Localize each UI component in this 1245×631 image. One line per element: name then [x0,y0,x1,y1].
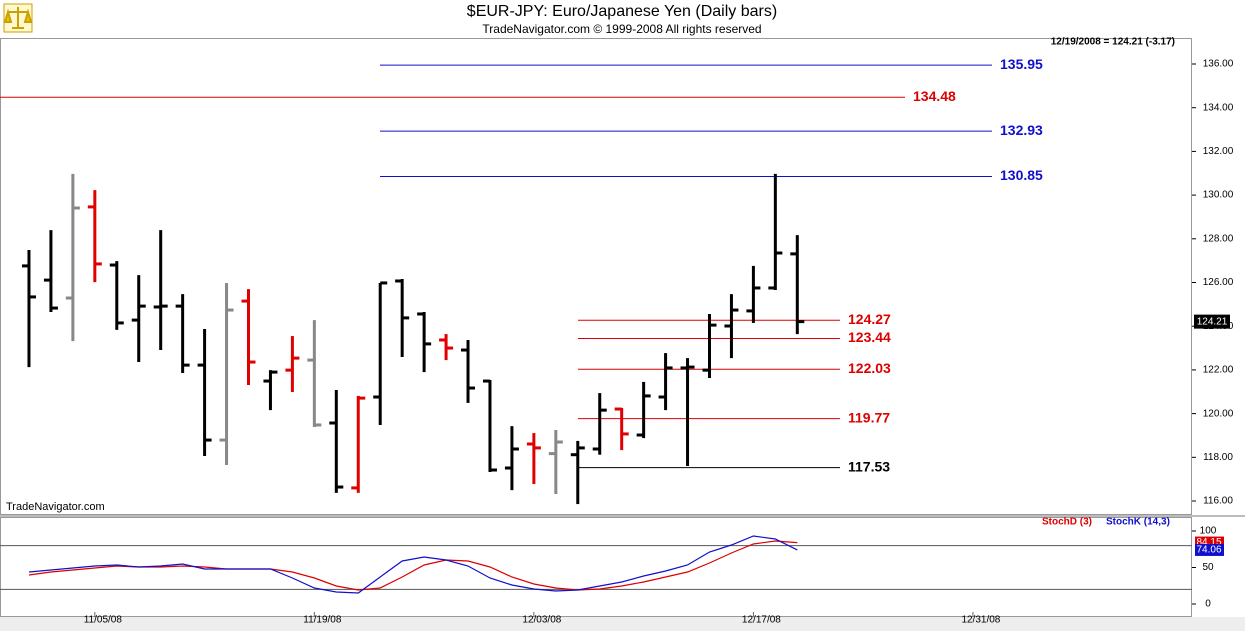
x-tick-label: 11/05/08 [84,615,123,626]
y-tick-label: 100 [1200,526,1217,537]
level-label: 132.93 [1000,122,1043,138]
level-label: 124.27 [848,311,891,327]
legend-item: StochD (3) [1042,517,1092,528]
value-box-label: 74.06 [1196,545,1221,556]
x-tick-label: 12/31/08 [961,615,1000,626]
y-tick-label: 0 [1205,599,1211,610]
date-axis [0,617,1245,631]
chart-subtitle: TradeNavigator.com © 1999-2008 All right… [482,22,761,36]
header-note: 12/19/2008 = 124.21 (-3.17) [1051,37,1175,48]
value-box-label: 84.15 [1196,537,1221,548]
legend-item: StochK (14,3) [1106,517,1170,528]
y-tick-label: 122.00 [1203,365,1234,376]
y-tick-label: 120.00 [1203,408,1234,419]
level-label: 117.53 [848,458,890,474]
level-label: 135.95 [1000,56,1043,72]
y-tick-label: 50 [1202,562,1214,573]
stoch-panel [0,517,1192,617]
y-tick-label: 126.00 [1203,277,1234,288]
y-tick-label: 132.00 [1203,146,1234,157]
level-label: 130.85 [1000,167,1043,183]
chart-title: $EUR-JPY: Euro/Japanese Yen (Daily bars) [467,3,777,20]
last-price-box [1194,314,1230,329]
last-price-label: 124.21 [1197,316,1228,327]
value-box [1195,543,1224,556]
main-panel [0,38,1192,515]
y-tick-label: 118.00 [1203,452,1233,463]
stoch-line [28,540,798,591]
logo [3,3,33,33]
x-tick-label: 12/03/08 [522,615,561,626]
level-label: 119.77 [848,409,890,425]
y-tick-label: 128.00 [1203,233,1234,244]
y-tick-label: 130.00 [1203,190,1234,201]
level-label: 122.03 [848,360,891,376]
y-tick-label: 116.00 [1203,496,1233,507]
stoch-line [28,535,798,594]
level-label: 123.44 [848,329,891,345]
y-tick-label: 136.00 [1203,59,1234,70]
x-tick-label: 12/17/08 [742,615,781,626]
level-label: 134.48 [913,88,956,104]
watermark: TradeNavigator.com [6,501,105,513]
x-tick-label: 11/19/08 [303,615,342,626]
panel-separator [0,515,1245,517]
y-tick-label: 134.00 [1203,102,1234,113]
